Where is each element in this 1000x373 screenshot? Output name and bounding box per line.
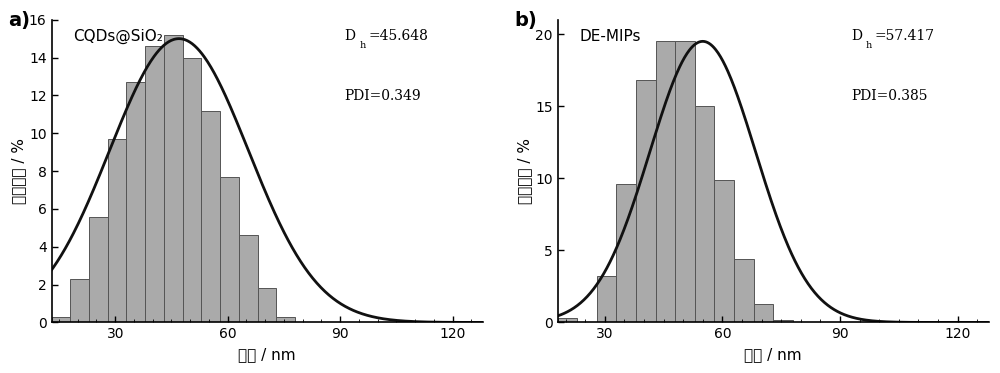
Text: a): a) [8,11,30,29]
Bar [70,279,89,323]
Text: CQDs@SiO₂: CQDs@SiO₂ [73,29,163,44]
Bar [239,235,258,323]
Y-axis label: 平均比重 / %: 平均比重 / % [11,138,26,204]
Text: h: h [360,41,366,50]
Bar [773,320,793,323]
Bar [258,288,276,323]
Bar [616,184,636,323]
Bar [220,177,239,323]
Bar [201,110,220,323]
Text: PDI=0.349: PDI=0.349 [345,90,421,103]
Text: =45.648: =45.648 [368,29,428,43]
Text: h: h [866,41,872,50]
Bar [164,35,183,323]
Bar [145,46,164,323]
Bar [126,82,145,323]
Text: b): b) [515,11,537,29]
X-axis label: 直径 / nm: 直径 / nm [238,347,296,362]
Bar [89,216,108,323]
Text: D: D [851,29,862,43]
Bar [675,41,695,323]
Bar [695,106,714,323]
Bar [636,80,656,323]
Bar [108,139,126,323]
Bar [597,276,616,323]
Text: DE-MIPs: DE-MIPs [579,29,641,44]
Bar [754,304,773,323]
Bar [183,57,201,323]
Bar [52,317,70,323]
Text: PDI=0.385: PDI=0.385 [851,90,927,103]
Bar [276,317,295,323]
Bar [734,259,754,323]
Bar [558,318,577,323]
Bar [714,180,734,323]
Y-axis label: 平均比重 / %: 平均比重 / % [517,138,532,204]
Text: D: D [345,29,356,43]
X-axis label: 直径 / nm: 直径 / nm [744,347,802,362]
Bar [656,41,675,323]
Text: =57.417: =57.417 [875,29,935,43]
